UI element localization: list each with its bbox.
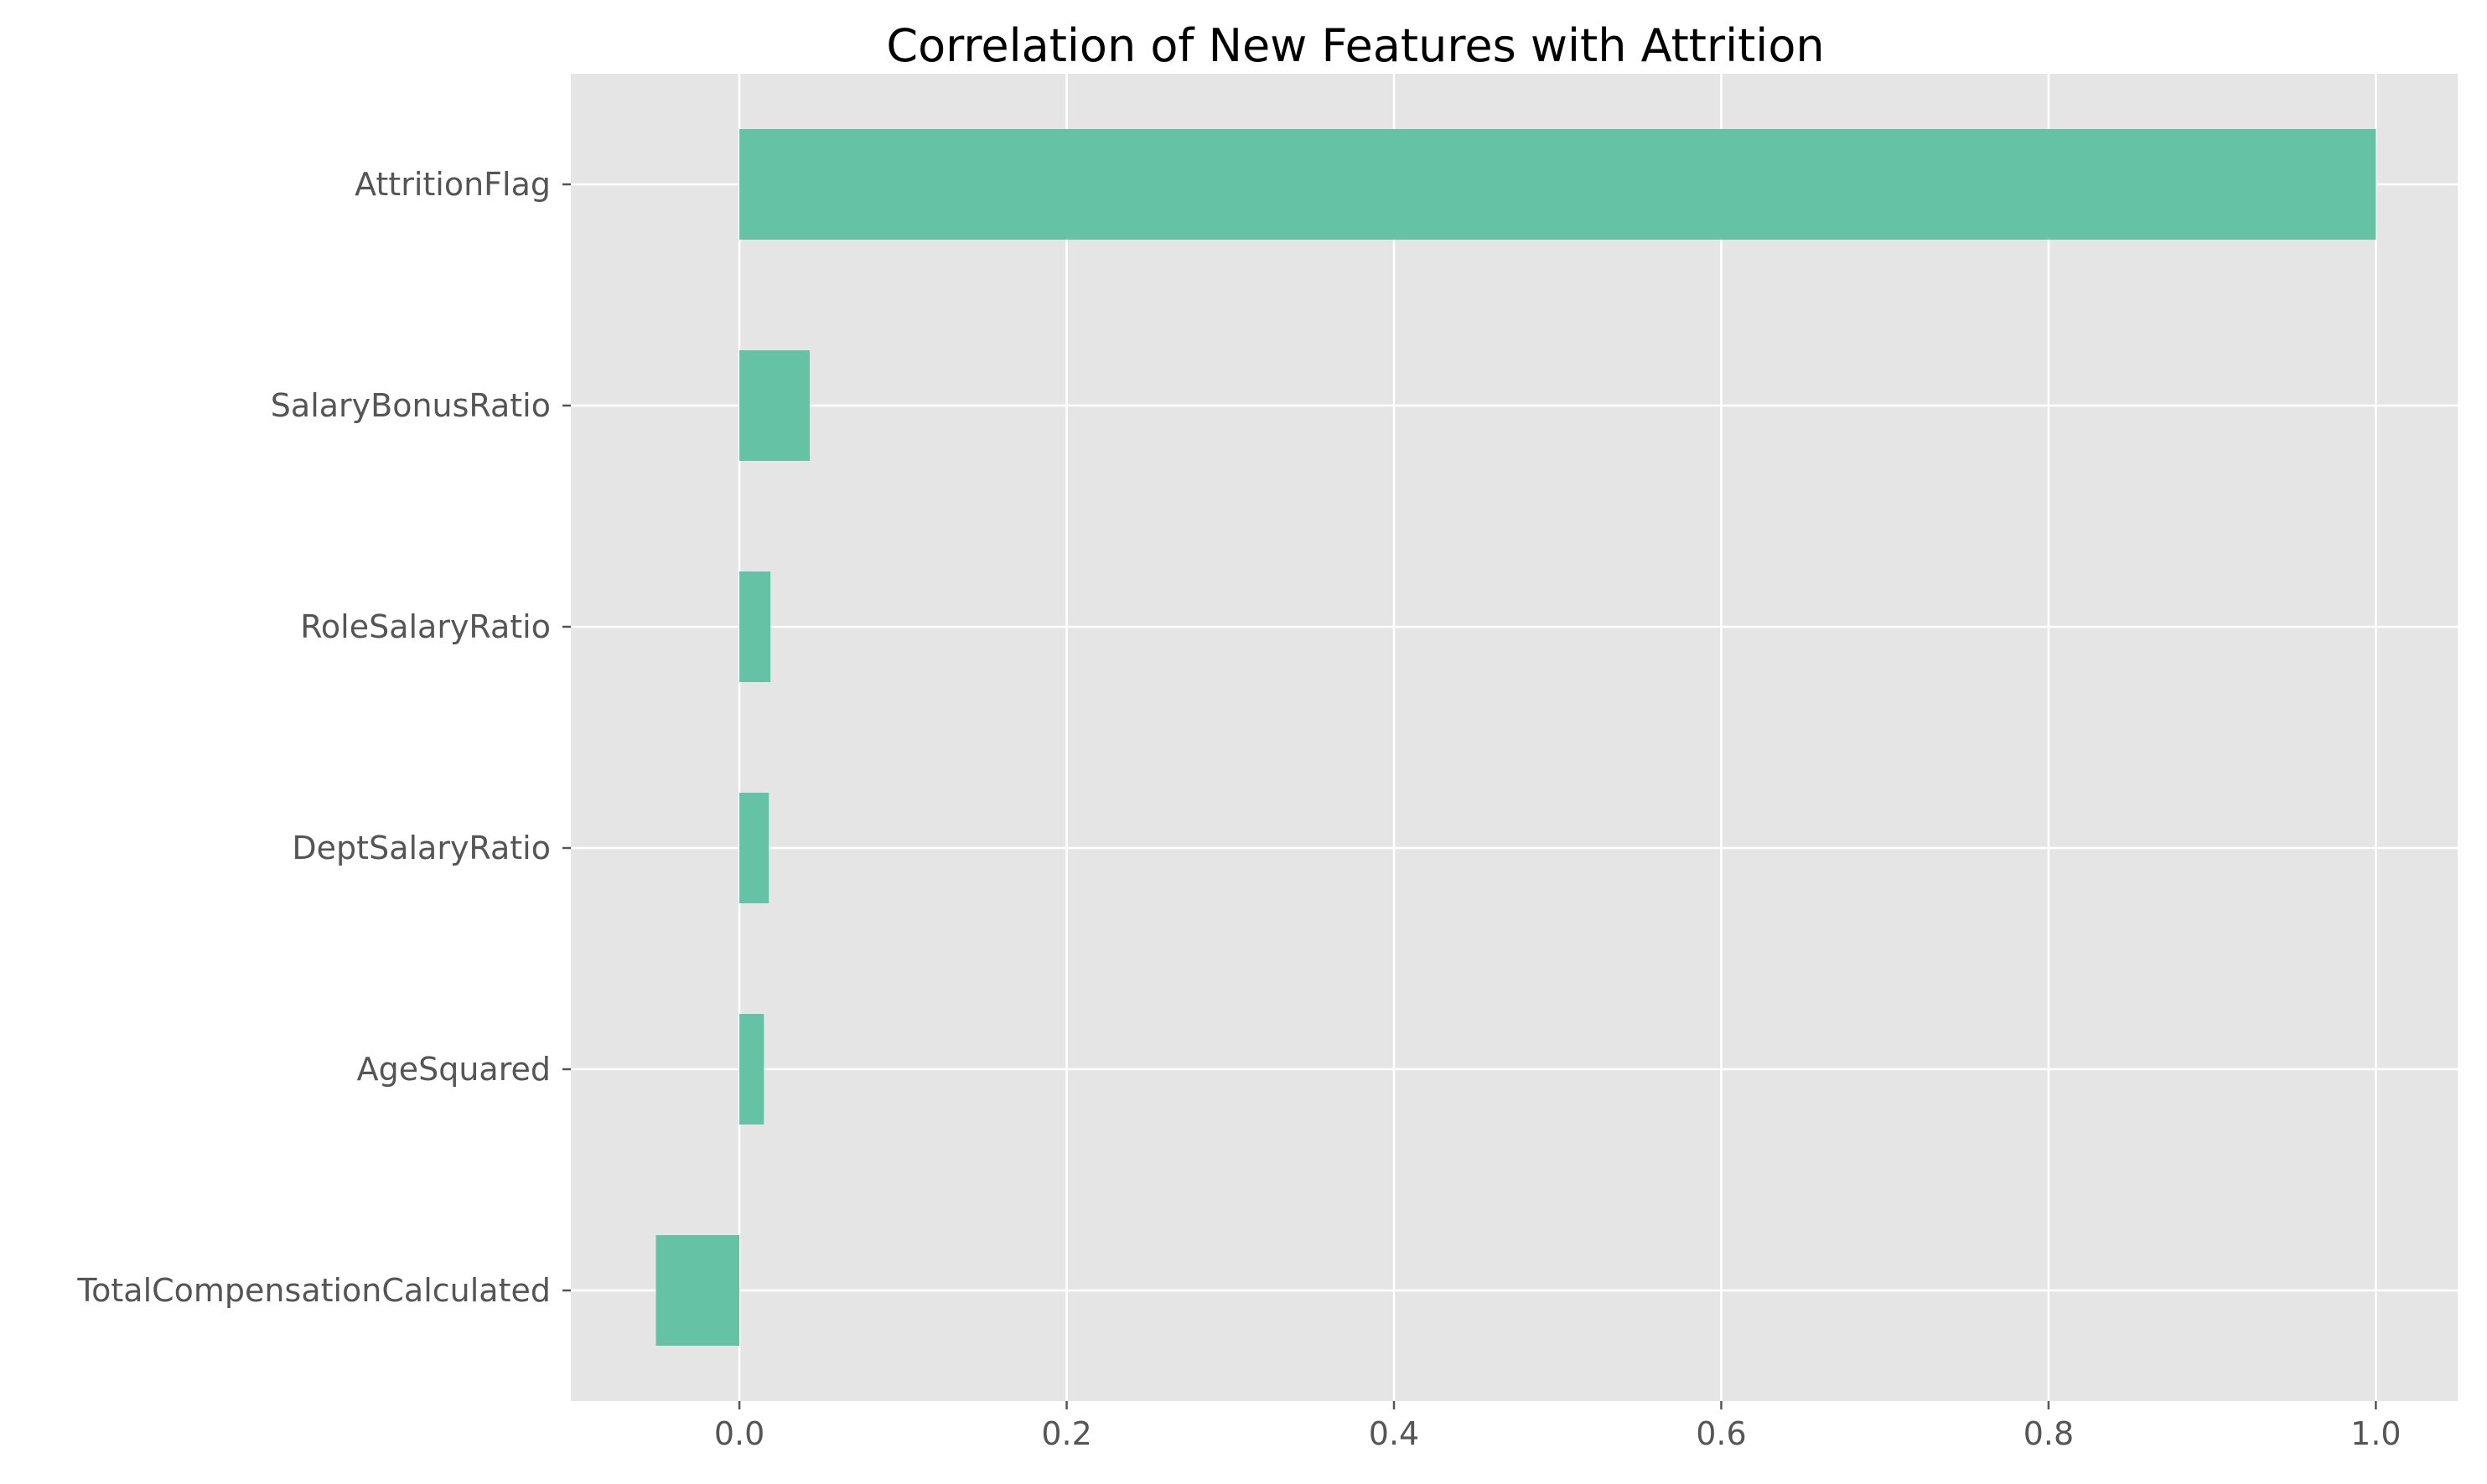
- y-tick-label: SalaryBonusRatio: [271, 387, 551, 424]
- x-tick-label: 0.2: [1041, 1415, 1091, 1452]
- bars: [655, 129, 2376, 1346]
- bar-DeptSalaryRatio: [739, 793, 769, 903]
- bar-TotalCompensationCalculated: [655, 1235, 740, 1346]
- x-axis: 0.0 0.2 0.4 0.6 0.8 1.0: [714, 1401, 2402, 1452]
- grid-lines: [571, 74, 2458, 1401]
- x-tick-label: 0.8: [2023, 1415, 2074, 1452]
- y-tick-label: RoleSalaryRatio: [300, 608, 551, 645]
- bar-AgeSquared: [739, 1014, 764, 1125]
- x-tick-label: 0.4: [1369, 1415, 1419, 1452]
- x-tick-label: 1.0: [2350, 1415, 2401, 1452]
- x-tick-label: 0.0: [714, 1415, 764, 1452]
- chart-title: Correlation of New Features with Attriti…: [886, 19, 1824, 72]
- y-tick-label: AttritionFlag: [355, 166, 551, 203]
- bar-RoleSalaryRatio: [739, 571, 771, 682]
- bar-AttritionFlag: [739, 129, 2376, 240]
- plot-area: [571, 74, 2458, 1401]
- y-tick-label: TotalCompensationCalculated: [76, 1272, 551, 1309]
- y-tick-label: DeptSalaryRatio: [292, 830, 551, 866]
- bar-SalaryBonusRatio: [739, 350, 811, 461]
- y-tick-label: AgeSquared: [357, 1051, 551, 1088]
- x-tick-label: 0.6: [1696, 1415, 1746, 1452]
- y-axis: AttritionFlag SalaryBonusRatio RoleSalaryR…: [76, 166, 571, 1309]
